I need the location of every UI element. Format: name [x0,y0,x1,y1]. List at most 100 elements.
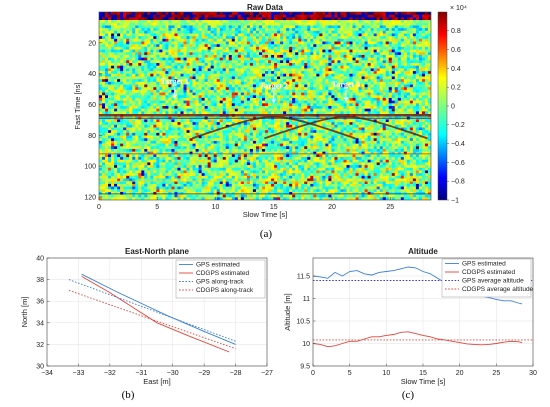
heatmap-cell [228,46,233,50]
heatmap-cell [261,17,266,21]
heatmap-cell [268,57,272,61]
heatmap-cell [159,97,163,101]
heatmap-cell [177,28,181,32]
heatmap-cell [129,97,133,101]
heatmap-cell [418,52,423,56]
heatmap-cell [385,14,390,18]
heatmap-cell [349,36,353,40]
heatmap-cell [352,63,356,67]
heatmap-cell [159,103,163,107]
heatmap-cell [283,76,287,80]
heatmap-cell [376,106,380,109]
heatmap-cell [406,54,411,58]
heatmap-cell [165,111,169,115]
heatmap-cell [361,108,365,112]
heatmap-cell [258,33,263,37]
heatmap-cell [186,46,190,50]
heatmap-cell [246,130,251,134]
heatmap-cell [249,97,254,101]
heatmap-cell [277,22,281,26]
heatmap-cell [406,20,411,24]
heatmap-cell [415,30,420,34]
heatmap-cell [424,14,429,18]
heatmap-cell [379,22,384,26]
heatmap-cell [352,84,356,88]
heatmap-cell [412,63,417,67]
heatmap-cell [171,106,175,109]
heatmap-cell [144,111,148,115]
heatmap-cell [99,54,103,58]
heatmap-cell [249,49,254,53]
heatmap-cell [108,95,112,99]
heatmap-cell [159,60,163,64]
heatmap-cell [150,108,154,112]
heatmap-cell [252,60,257,64]
heatmap-cell [174,36,178,40]
heatmap-cell [234,76,239,80]
heatmap-cell [105,14,109,18]
heatmap-cell [135,127,139,131]
heatmap-cell [295,79,299,83]
heatmap-cell [120,63,124,67]
heatmap-cell [268,122,272,126]
heatmap-cell [171,30,175,34]
heatmap-cell [192,12,196,15]
heatmap-cell [358,57,362,61]
heatmap-cell [325,79,329,83]
heatmap-cell [216,33,221,37]
heatmap-cell [340,89,344,93]
heatmap-cell [394,111,399,115]
heatmap-cell [406,119,411,123]
heatmap-cell [165,132,169,136]
heatmap-cell [255,60,260,64]
heatmap-cell [406,30,411,34]
heatmap-cell [225,73,230,77]
heatmap-cell [177,127,181,131]
heatmap-cell [183,63,187,67]
heatmap-cell [286,54,290,58]
heatmap-cell [192,92,196,96]
heatmap-cell [319,57,323,61]
heatmap-cell [174,54,178,58]
heatmap-cell [346,54,350,58]
heatmap-cell [111,30,115,34]
heatmap-cell [123,100,127,104]
heatmap-cell [409,28,414,32]
heatmap-cell [316,65,320,69]
heatmap-cell [385,108,390,112]
heatmap-cell [292,84,296,88]
heatmap-cell [274,52,278,56]
heatmap-cell [358,28,362,32]
heatmap-cell [111,63,115,67]
heatmap-cell [412,14,417,18]
heatmap-cell [231,73,236,77]
heatmap-cell [213,103,218,107]
heatmap-cell [364,60,368,64]
heatmap-cell [189,106,193,109]
heatmap-cell [337,127,341,131]
heatmap-cell [189,108,193,112]
heatmap-cell [153,25,157,29]
heatmap-cell [277,17,281,21]
heatmap-cell [132,25,136,29]
heatmap-cell [346,124,350,128]
heatmap-cell [271,36,275,40]
heatmap-cell [207,108,211,112]
heatmap-cell [313,14,317,18]
heatmap-cell [111,81,115,85]
heatmap-cell [289,46,293,50]
heatmap-cell [280,84,284,88]
heatmap-cell [283,44,287,48]
heatmap-cell [261,111,266,115]
heatmap-cell [234,36,239,40]
heatmap-cell [249,87,254,91]
heatmap-cell [219,130,224,134]
heatmap-cell [277,36,281,40]
heatmap-cell [418,106,423,109]
heatmap-cell [198,124,202,128]
heatmap-cell [195,25,199,29]
heatmap-cell [177,76,181,80]
heatmap-cell [129,25,133,29]
heatmap-cell [322,25,326,29]
heatmap-cell [343,127,347,131]
